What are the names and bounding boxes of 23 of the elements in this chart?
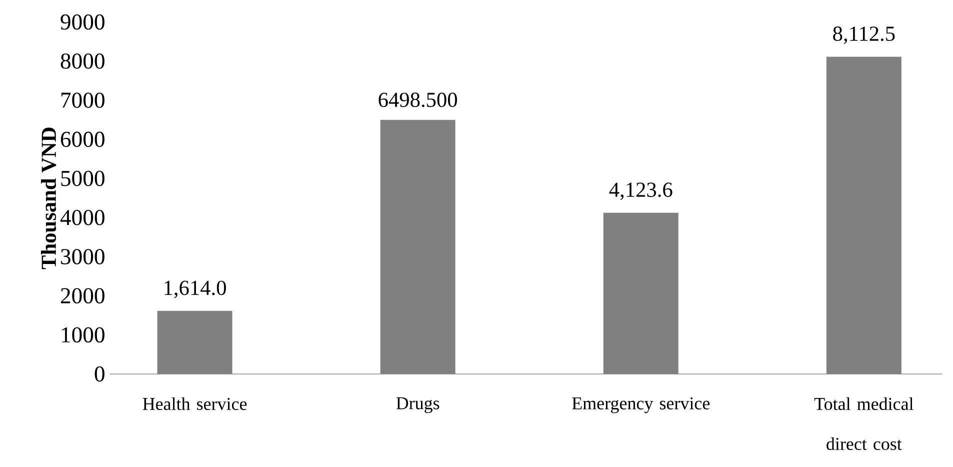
y-tick-label: 5000 (61, 170, 104, 186)
y-tick-label: 2000 (60, 288, 104, 304)
y-tick-label: 3000 (61, 249, 104, 264)
data-label: 8,112.5 (833, 26, 895, 44)
category-label: Total medical direct cost (814, 397, 914, 450)
y-tick-label: 1000 (62, 327, 104, 343)
y-tick-label: 8000 (60, 53, 104, 69)
bar (826, 56, 902, 374)
y-tick-label: 6000 (60, 132, 104, 147)
x-tick-label: Health service (142, 397, 247, 410)
x-tick-label: Drugs (396, 397, 440, 414)
y-tick-label: 7000 (61, 92, 104, 108)
y-tick-label: 4000 (60, 210, 104, 226)
bar (380, 120, 456, 374)
y-tick-label: 9000 (60, 14, 104, 30)
bar (603, 212, 678, 374)
y-tick-label: 0 (94, 366, 104, 382)
data-label: 1,614.0 (164, 280, 226, 298)
bar (157, 310, 232, 374)
data-label: 4,123.6 (609, 182, 672, 200)
data-label: 6498.500 (378, 92, 458, 108)
x-tick-label: Emergency service (572, 397, 710, 414)
y-axis-title: Thousand VND (41, 128, 56, 270)
